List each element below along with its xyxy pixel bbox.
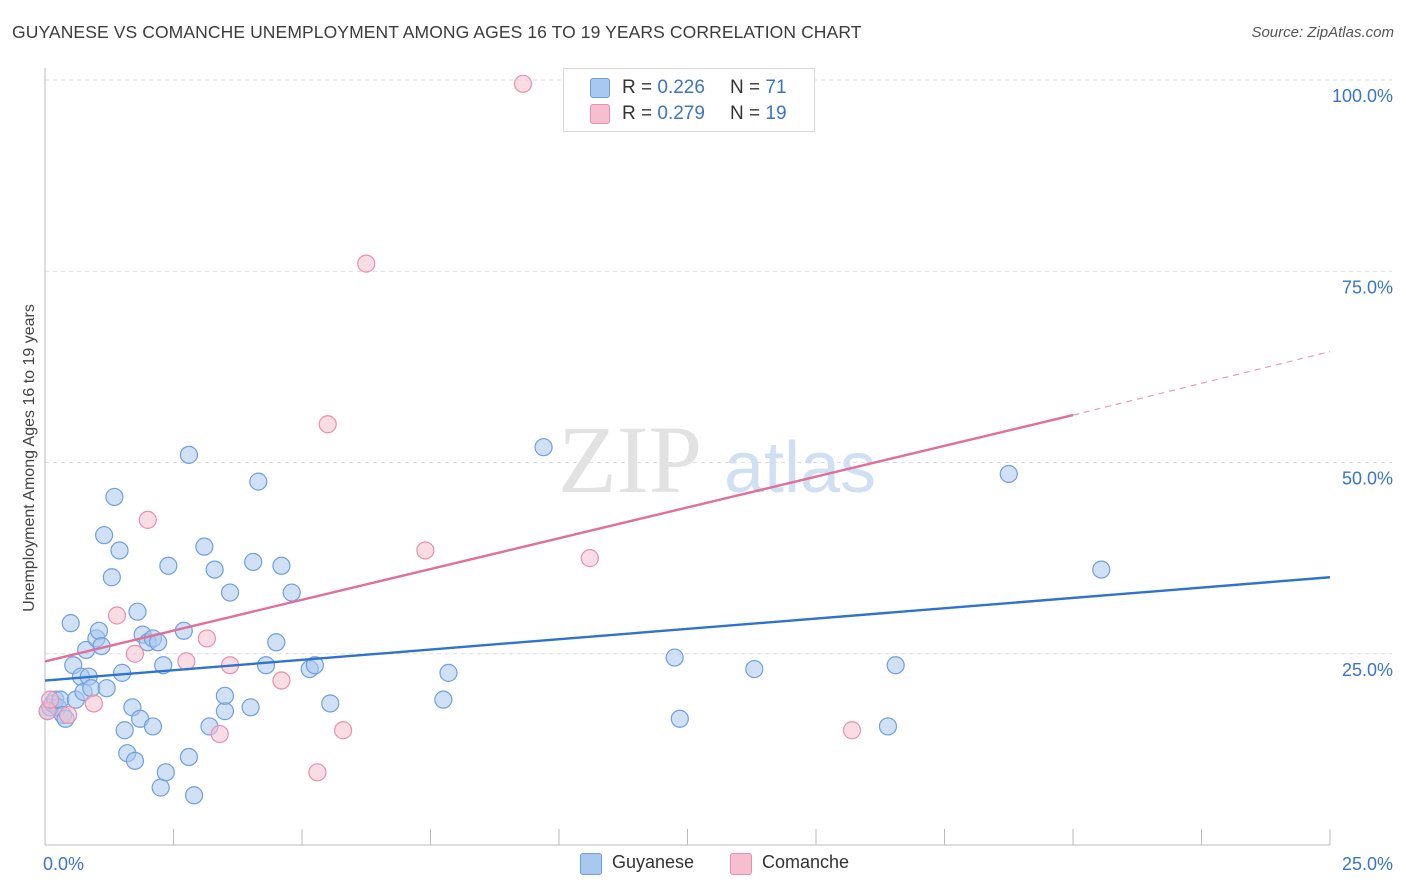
guyanese-point bbox=[61, 614, 80, 633]
guyanese-point bbox=[215, 702, 234, 721]
legend-r-value-guyanese: 0.226 bbox=[657, 77, 705, 98]
comanche-point bbox=[107, 606, 127, 625]
guyanese-point bbox=[205, 560, 224, 579]
guyanese-point bbox=[665, 648, 684, 667]
bottom-legend-swatch-guyanese bbox=[580, 853, 602, 875]
bottom-legend-label-comanche: Comanche bbox=[762, 852, 850, 872]
guyanese-point bbox=[999, 464, 1018, 484]
guyanese-point bbox=[244, 552, 263, 572]
guyanese-point bbox=[125, 751, 145, 770]
guyanese-point bbox=[745, 659, 764, 679]
guyanese-point bbox=[102, 568, 121, 587]
legend-n-label: N = bbox=[730, 103, 766, 124]
comanche-point bbox=[125, 644, 145, 663]
comanche-point bbox=[318, 415, 337, 434]
guyanese-point bbox=[195, 537, 214, 556]
y-tick-label: 100.0% bbox=[1332, 86, 1393, 106]
bottom-legend-label-guyanese: Guyanese bbox=[612, 852, 695, 872]
guyanese-point bbox=[89, 621, 109, 640]
guyanese-point bbox=[128, 602, 147, 621]
comanche-point bbox=[842, 721, 862, 740]
guyanese-point bbox=[184, 786, 204, 805]
legend-n-label: N = bbox=[730, 77, 766, 98]
guyanese-point bbox=[143, 717, 163, 736]
grid-lines bbox=[45, 79, 1392, 655]
legend-r-label: R = bbox=[622, 103, 658, 124]
trend-line-guyanese bbox=[44, 576, 1331, 682]
guyanese-point bbox=[115, 721, 134, 740]
comanche-point bbox=[334, 721, 353, 740]
comanche-point bbox=[272, 671, 291, 690]
trend-line-comanche-extension bbox=[1072, 350, 1331, 416]
series-comanche-points bbox=[38, 74, 862, 782]
guyanese-point bbox=[272, 556, 291, 575]
y-tick-label: 50.0% bbox=[1342, 469, 1393, 489]
tick-labels: 25.0% 50.0% 75.0% 100.0% 0.0% 25.0% bbox=[43, 86, 1393, 874]
guyanese-point bbox=[154, 656, 173, 675]
guyanese-point bbox=[151, 778, 170, 797]
trend-lines bbox=[44, 350, 1331, 682]
legend-r-value-comanche: 0.279 bbox=[657, 103, 705, 124]
comanche-point bbox=[41, 690, 60, 709]
watermark-zip: ZIP bbox=[558, 406, 702, 513]
guyanese-point bbox=[282, 583, 301, 602]
legend-n-value-guyanese: 71 bbox=[765, 77, 787, 98]
y-tick-label: 75.0% bbox=[1342, 277, 1393, 297]
comanche-point bbox=[580, 549, 599, 568]
guyanese-point bbox=[82, 679, 101, 698]
guyanese-point bbox=[220, 583, 240, 602]
guyanese-point bbox=[105, 487, 124, 507]
comanche-point bbox=[513, 74, 533, 93]
guyanese-point bbox=[439, 663, 458, 682]
legend-swatch-comanche bbox=[590, 104, 610, 124]
guyanese-point bbox=[321, 694, 340, 713]
comanche-point bbox=[416, 541, 435, 560]
guyanese-point bbox=[256, 656, 276, 675]
guyanese-point bbox=[1092, 560, 1111, 579]
bottom-legend-swatch-comanche bbox=[730, 853, 752, 875]
guyanese-point bbox=[110, 541, 129, 560]
guyanese-point bbox=[156, 763, 175, 782]
guyanese-point bbox=[670, 709, 689, 728]
legend: R = 0.226 N = 71 R = 0.279 N = 19 bbox=[563, 68, 815, 132]
source-label: Source: ZipAtlas.com bbox=[1251, 24, 1394, 41]
guyanese-point bbox=[886, 656, 905, 675]
x-tick-label-max: 25.0% bbox=[1342, 854, 1393, 874]
guyanese-point bbox=[241, 698, 260, 717]
guyanese-point bbox=[95, 526, 114, 545]
trend-line-comanche bbox=[44, 413, 1074, 663]
comanche-point bbox=[84, 694, 103, 713]
guyanese-point bbox=[878, 717, 898, 736]
guyanese-point bbox=[159, 556, 178, 575]
guyanese-point bbox=[179, 445, 199, 464]
watermark: ZIP atlas bbox=[558, 406, 876, 513]
guyanese-point bbox=[215, 686, 234, 705]
legend-swatch-guyanese bbox=[590, 78, 610, 98]
legend-r-label: R = bbox=[622, 77, 658, 98]
comanche-point bbox=[177, 652, 196, 671]
comanche-point bbox=[210, 724, 229, 744]
guyanese-point bbox=[97, 679, 116, 698]
guyanese-point bbox=[305, 656, 324, 675]
y-tick-label: 25.0% bbox=[1342, 660, 1393, 680]
guyanese-point bbox=[249, 472, 268, 491]
comanche-point bbox=[308, 763, 327, 782]
guyanese-point bbox=[267, 633, 286, 652]
guyanese-point bbox=[534, 438, 553, 457]
comanche-point bbox=[357, 254, 376, 273]
legend-n-value-comanche: 19 bbox=[765, 103, 787, 124]
x-tick-label-min: 0.0% bbox=[43, 854, 84, 874]
guyanese-point bbox=[179, 747, 199, 767]
comanche-point bbox=[138, 510, 157, 529]
guyanese-point bbox=[434, 690, 453, 709]
comanche-point bbox=[197, 629, 217, 648]
chart-title: GUYANESE VS COMANCHE UNEMPLOYMENT AMONG … bbox=[12, 22, 862, 42]
comanche-point bbox=[59, 705, 78, 725]
